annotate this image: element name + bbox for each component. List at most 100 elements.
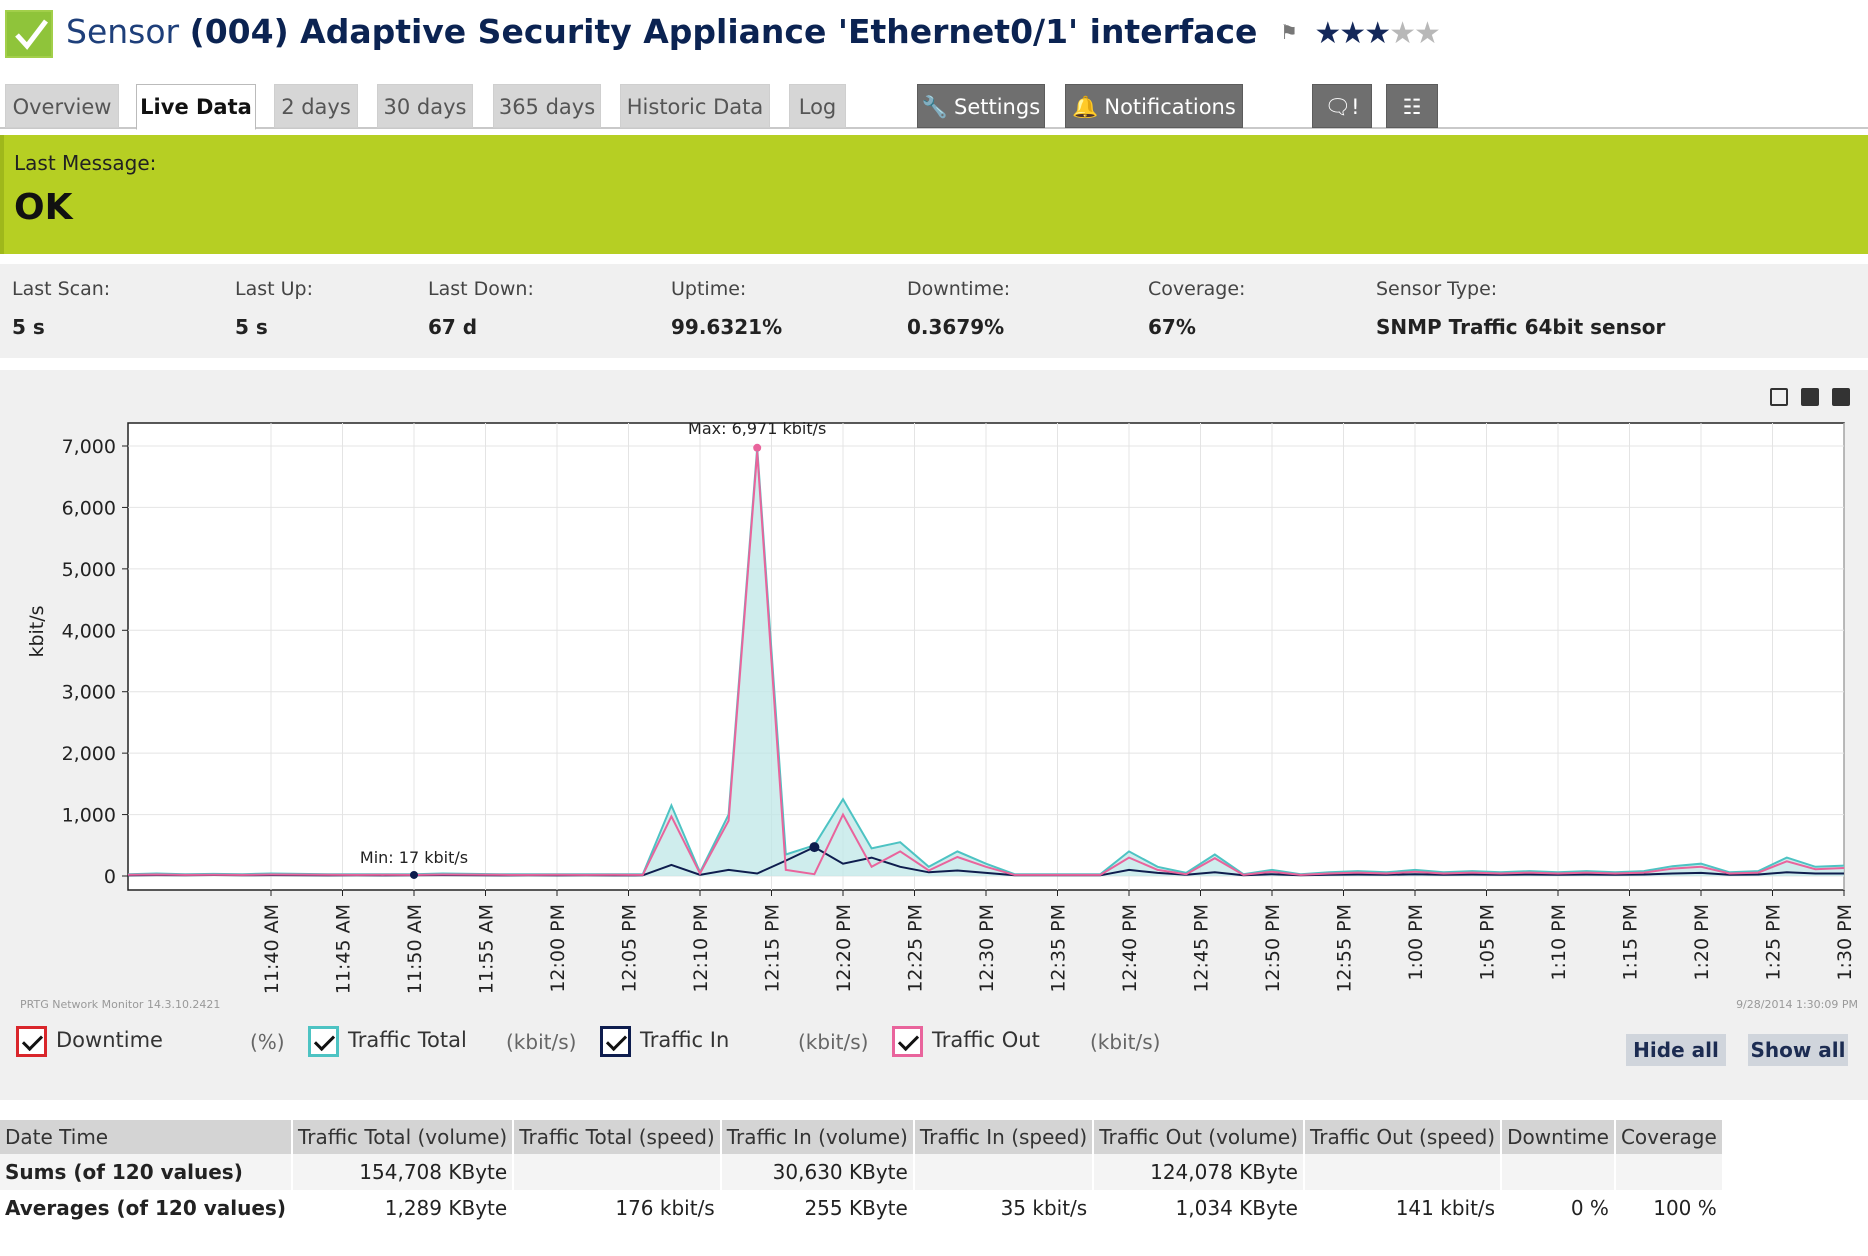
x-tick-label: 1:15 PM — [1620, 904, 1642, 981]
legend-label: Traffic In — [640, 1028, 730, 1052]
tab-2-days[interactable]: 2 days — [274, 84, 358, 128]
table-header[interactable]: Traffic In (speed) — [913, 1120, 1095, 1154]
save-icon[interactable] — [1832, 388, 1850, 406]
x-tick-label: 12:30 PM — [976, 904, 998, 993]
star-empty-icon[interactable]: ★ — [1389, 16, 1416, 51]
table-header-row: Date Time Traffic Total (volume) Traffic… — [0, 1120, 1724, 1154]
table-cell — [913, 1154, 1095, 1190]
star-filled-icon[interactable]: ★ — [1339, 16, 1366, 51]
last-message-label: Last Message: — [14, 151, 157, 175]
stat-label: Sensor Type: — [1376, 278, 1498, 300]
legend-unit: (%) — [250, 1030, 285, 1054]
hide-all-button[interactable]: Hide all — [1626, 1034, 1726, 1066]
table-cell: 100 % — [1614, 1190, 1724, 1226]
table-cell: 1,289 KByte — [291, 1190, 515, 1226]
table-header[interactable]: Date Time — [0, 1120, 293, 1154]
last-message-bar: Last Message: OK — [0, 135, 1868, 254]
table-header[interactable]: Traffic Total (volume) — [291, 1120, 515, 1154]
x-tick-label: 1:20 PM — [1691, 904, 1713, 981]
chart-legend: Downtime (%) Traffic Total (kbit/s) Traf… — [16, 1025, 1316, 1065]
summary-table: Date Time Traffic Total (volume) Traffic… — [0, 1120, 1724, 1226]
x-tick-label: 12:50 PM — [1262, 904, 1284, 993]
table-header[interactable]: Traffic Total (speed) — [513, 1120, 722, 1154]
y-tick-label: 5,000 — [62, 559, 116, 581]
stat-value: SNMP Traffic 64bit sensor — [1376, 315, 1666, 339]
stat-label: Last Up: — [235, 278, 313, 300]
table-header[interactable]: Coverage — [1614, 1120, 1724, 1154]
x-tick-label: 1:30 PM — [1834, 904, 1856, 981]
checkbox-checked-icon[interactable] — [308, 1026, 339, 1057]
y-tick-label: 0 — [104, 866, 116, 888]
table-header[interactable]: Traffic Out (speed) — [1303, 1120, 1503, 1154]
checkbox-checked-icon[interactable] — [16, 1026, 47, 1057]
wrench-icon: 🔧 — [921, 95, 948, 119]
graph-panel: 0 1,000 2,000 3,000 4,000 5,000 6,000 7,000 kbit… — [0, 370, 1868, 1100]
priority-stars[interactable]: ★★★★★ — [1314, 14, 1441, 54]
legend-traffic-out[interactable]: Traffic Out (kbit/s) — [892, 1025, 1182, 1057]
star-filled-icon[interactable]: ★ — [1364, 16, 1391, 51]
tab-log[interactable]: Log — [789, 84, 846, 128]
annotation-label: Max: 6,971 kbit/s — [688, 419, 826, 438]
save-icon[interactable] — [1800, 388, 1819, 406]
y-tick-label: 2,000 — [62, 743, 116, 765]
legend-downtime[interactable]: Downtime (%) — [16, 1025, 296, 1057]
checkbox-checked-icon[interactable] — [600, 1026, 631, 1057]
x-tick-label: 11:55 AM — [476, 904, 498, 994]
x-tick-label: 12:20 PM — [833, 904, 855, 993]
table-cell: 255 KByte — [720, 1190, 915, 1226]
table-cell: 35 kbit/s — [913, 1190, 1095, 1226]
table-header[interactable]: Downtime — [1501, 1120, 1616, 1154]
tab-historic-data[interactable]: Historic Data — [620, 84, 770, 128]
table-header[interactable]: Traffic Out (volume) — [1093, 1120, 1305, 1154]
stat-label: Downtime: — [907, 278, 1011, 300]
legend-traffic-total[interactable]: Traffic Total (kbit/s) — [308, 1025, 598, 1057]
table-row: Sums (of 120 values) 154,708 KByte 30,63… — [0, 1154, 1724, 1190]
info-button[interactable]: ☷ — [1386, 84, 1438, 128]
sensor-kind-label: Sensor — [66, 12, 180, 51]
x-tick-label: 12:15 PM — [762, 904, 784, 993]
tab-overview[interactable]: Overview — [5, 84, 119, 128]
table-cell: Sums (of 120 values) — [0, 1154, 293, 1190]
table-cell: Averages (of 120 values) — [0, 1190, 293, 1226]
x-tick-label: 11:45 AM — [333, 904, 355, 994]
comment-button[interactable]: 🗨! — [1312, 84, 1372, 128]
annotation-marker — [410, 870, 418, 879]
x-tick-label: 12:35 PM — [1048, 904, 1070, 993]
sensor-stats: Last Scan: 5 s Last Up: 5 s Last Down: 6… — [0, 264, 1868, 358]
stat-value: 5 s — [235, 315, 268, 339]
settings-label: Settings — [954, 95, 1041, 119]
popout-icon[interactable] — [1769, 388, 1788, 406]
tab-live-data[interactable]: Live Data — [136, 84, 256, 130]
legend-label: Traffic Out — [932, 1028, 1040, 1052]
tab-30-days[interactable]: 30 days — [377, 84, 473, 128]
stat-value: 67 d — [428, 315, 478, 339]
comment-icon: 🗨 — [1324, 95, 1352, 119]
table-cell: 1,034 KByte — [1093, 1190, 1305, 1226]
legend-traffic-in[interactable]: Traffic In (kbit/s) — [600, 1025, 890, 1057]
legend-label: Downtime — [56, 1028, 163, 1052]
star-filled-icon[interactable]: ★ — [1314, 16, 1341, 51]
settings-button[interactable]: 🔧 Settings — [917, 84, 1045, 128]
show-all-button[interactable]: Show all — [1748, 1034, 1848, 1066]
x-tick-label: 1:05 PM — [1477, 904, 1499, 981]
y-tick-label: 6,000 — [62, 497, 116, 519]
x-tick-label: 1:25 PM — [1763, 904, 1785, 981]
traffic-chart: 0 1,000 2,000 3,000 4,000 5,000 6,000 7,000 kbit… — [26, 419, 1856, 994]
legend-unit: (kbit/s) — [798, 1030, 869, 1054]
annotation-marker — [753, 443, 762, 452]
graph-footer-version: PRTG Network Monitor 14.3.10.2421 — [20, 998, 221, 1011]
tab-365-days[interactable]: 365 days — [493, 84, 601, 128]
legend-unit: (kbit/s) — [506, 1030, 577, 1054]
checkbox-checked-icon[interactable] — [892, 1026, 923, 1057]
notifications-button[interactable]: 🔔 Notifications — [1065, 84, 1243, 128]
graph-footer-timestamp: 9/28/2014 1:30:09 PM — [1736, 998, 1858, 1011]
legend-label: Traffic Total — [348, 1028, 467, 1052]
y-tick-label: 7,000 — [62, 436, 116, 458]
stat-label: Last Down: — [428, 278, 534, 300]
y-tick-label: 4,000 — [62, 620, 116, 642]
table-cell — [1614, 1154, 1724, 1190]
sensor-name: (004) Adaptive Security Appliance 'Ether… — [189, 12, 1258, 51]
star-empty-icon[interactable]: ★ — [1414, 16, 1441, 51]
table-header[interactable]: Traffic In (volume) — [720, 1120, 915, 1154]
flag-icon[interactable]: ⚑ — [1279, 20, 1298, 44]
